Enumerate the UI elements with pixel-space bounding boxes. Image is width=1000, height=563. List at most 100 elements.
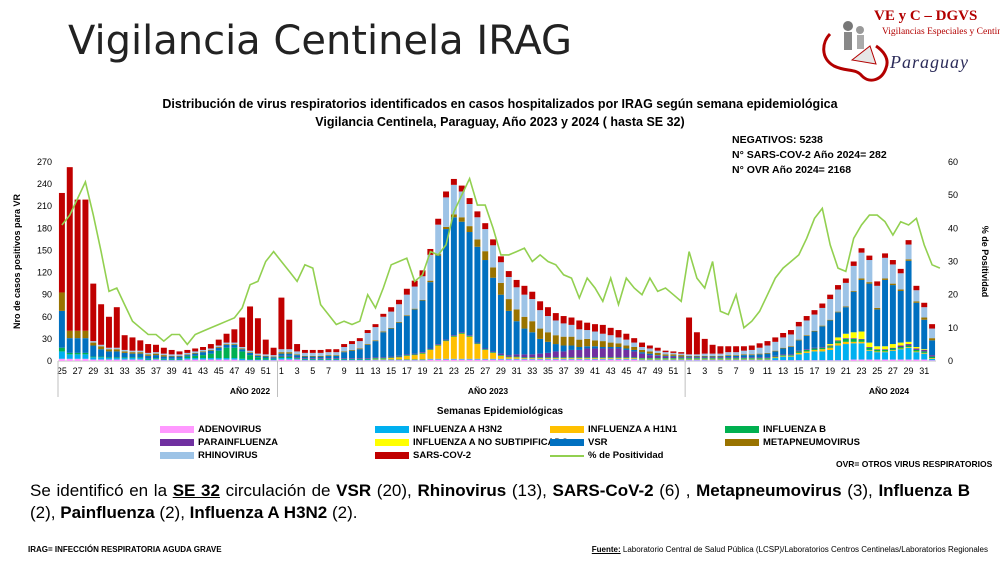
bar-segment — [388, 359, 395, 361]
bar-segment — [780, 360, 787, 361]
bar-segment — [411, 354, 418, 356]
bar-segment — [772, 358, 779, 361]
legend-swatch — [375, 452, 409, 459]
bar-segment — [403, 294, 410, 316]
bar-segment — [803, 316, 810, 321]
bar-segment — [74, 199, 81, 331]
bar-segment — [66, 167, 73, 331]
bar-segment — [294, 358, 301, 360]
bar-segment — [842, 307, 849, 334]
bar-segment — [231, 342, 238, 345]
bar-segment — [827, 319, 834, 321]
bar-segment — [795, 340, 802, 351]
bar-segment — [105, 358, 112, 360]
bar-segment — [552, 320, 559, 336]
bar-segment — [286, 356, 293, 359]
bar-segment — [599, 346, 606, 349]
bar-segment — [615, 330, 622, 338]
bar-segment — [74, 352, 81, 355]
x-tick-label: 41 — [182, 366, 192, 376]
bar-segment — [160, 356, 167, 359]
bar-segment — [388, 307, 395, 312]
summary-virus: Influenza A H3N2 — [189, 503, 328, 522]
bar-segment — [780, 356, 787, 361]
bar-segment — [184, 354, 191, 356]
bar-segment — [631, 349, 638, 352]
y-tick-label: 210 — [37, 201, 52, 211]
bar-segment — [662, 359, 669, 361]
bar-segment — [168, 360, 175, 361]
bar-segment — [631, 338, 638, 343]
x-tick-label: 25 — [872, 366, 882, 376]
y2-tick-label: 60 — [948, 157, 958, 167]
bar-segment — [513, 357, 520, 359]
bar-segment — [137, 359, 144, 361]
bar-segment — [850, 341, 857, 344]
x-tick-label: 29 — [88, 366, 98, 376]
bar-segment — [748, 345, 755, 350]
bar-segment — [897, 359, 904, 361]
bar-segment — [317, 352, 324, 356]
bar-segment — [466, 359, 473, 361]
bar-segment — [725, 346, 732, 353]
bar-segment — [764, 345, 771, 353]
bar-segment — [827, 345, 834, 347]
x-tick-label: 47 — [229, 366, 239, 376]
bar-segment — [301, 349, 308, 353]
summary-text: Se identificó en la SE 32 circulación de… — [30, 480, 970, 524]
bar-segment — [709, 358, 716, 360]
bar-segment — [333, 359, 340, 361]
bar-segment — [827, 299, 834, 320]
bar-segment — [278, 356, 285, 359]
bar-segment — [474, 239, 481, 247]
bar-segment — [756, 354, 763, 358]
bar-segment — [411, 359, 418, 361]
bar-segment — [153, 359, 159, 361]
bar-segment — [874, 285, 881, 308]
x-tick-label: 27 — [73, 366, 83, 376]
bar-segment — [897, 345, 904, 347]
summary-count: (2), — [154, 503, 190, 522]
bar-segment — [709, 357, 716, 359]
x-tick-label: 17 — [402, 366, 412, 376]
bar-segment — [82, 199, 89, 331]
bar-segment — [427, 348, 434, 350]
bar-segment — [693, 354, 700, 356]
bar-segment — [145, 359, 152, 361]
bar-segment — [842, 333, 849, 339]
bar-segment — [215, 358, 222, 360]
bar-segment — [631, 359, 638, 361]
bar-segment — [239, 358, 246, 361]
bar-segment — [686, 358, 693, 360]
bar-segment — [121, 357, 128, 359]
bar-segment — [866, 260, 873, 283]
bar-segment — [929, 355, 936, 357]
bar-segment — [623, 339, 630, 346]
summary-count: (2). — [327, 503, 358, 522]
x-tick-label: 37 — [151, 366, 161, 376]
bar-segment — [631, 342, 638, 347]
bar-segment — [607, 346, 614, 349]
positivity-line — [61, 176, 941, 346]
bar-segment — [286, 352, 293, 354]
bar-segment — [913, 359, 920, 361]
bar-segment — [247, 352, 254, 353]
bar-segment — [153, 358, 159, 359]
x-tick-label: 25 — [57, 366, 67, 376]
bar-segment — [678, 360, 685, 361]
bar-segment — [380, 357, 387, 359]
bar-segment — [317, 358, 324, 359]
bar-segment — [929, 324, 936, 329]
bar-segment — [835, 337, 841, 341]
bar-segment — [850, 265, 857, 291]
bar-segment — [623, 358, 630, 359]
bar-segment — [725, 359, 732, 361]
x-tick-label: 31 — [104, 366, 114, 376]
bar-segment — [842, 360, 849, 361]
bar-segment — [709, 358, 716, 359]
legend-item: VSR — [550, 437, 608, 448]
bar-segment — [333, 355, 340, 359]
bar-segment — [153, 355, 159, 359]
legend-swatch — [160, 452, 194, 459]
bar-segment — [270, 355, 277, 357]
